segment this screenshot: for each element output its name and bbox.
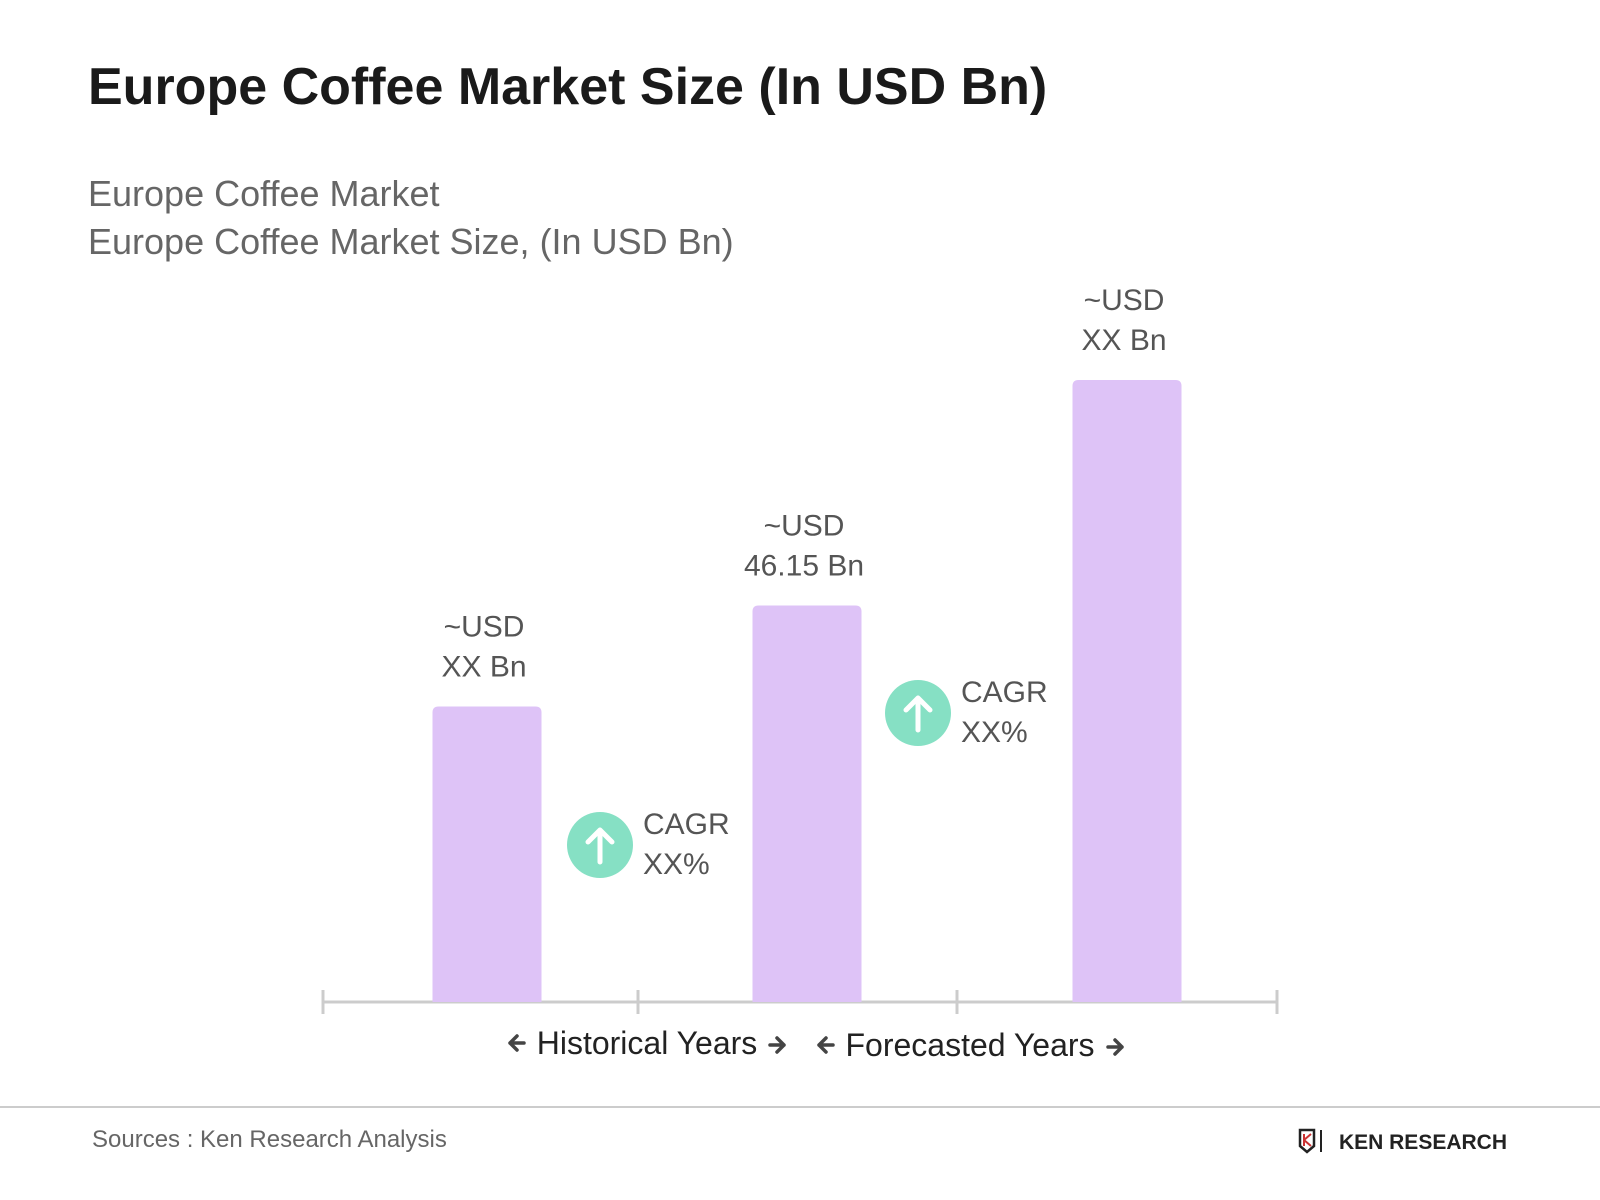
source: Sources : Ken Research Analysis [92, 1126, 447, 1153]
cagr-label: XX% [643, 848, 710, 881]
value-label: 46.15 Bn [744, 550, 864, 583]
bar [432, 706, 542, 1002]
period-label: Forecasted Years [845, 1027, 1094, 1063]
logo-icon [1298, 1128, 1316, 1154]
value-label: ~USD [764, 510, 845, 543]
brand: KEN RESEARCH [1339, 1131, 1507, 1154]
cagr-badge: CAGR XX% [567, 808, 730, 881]
subtitle: Europe Coffee Market [88, 173, 440, 214]
arrow-left [817, 1036, 835, 1054]
cagr-label: CAGR [643, 808, 730, 841]
cagr-label: XX% [961, 716, 1028, 749]
value-label: XX Bn [441, 650, 526, 683]
cagr-badge: CAGR XX% [885, 676, 1048, 749]
bar [752, 605, 862, 1002]
value-label: ~USD [1084, 284, 1165, 317]
cagr-label: CAGR [961, 676, 1048, 709]
value-label: XX Bn [1081, 324, 1166, 357]
period-arrows [508, 1034, 1124, 1056]
subtitle: Europe Coffee Market Size, (In USD Bn) [88, 221, 734, 262]
period-label: Historical Years [537, 1025, 758, 1061]
logo-mark [1303, 1133, 1312, 1147]
cagr-arrow [585, 827, 615, 865]
value-label: ~USD [444, 610, 525, 643]
chart-title: Europe Coffee Market Size (In USD Bn) [88, 58, 1047, 116]
cagr-arrow [903, 695, 933, 733]
brand-logo [1298, 1128, 1322, 1154]
arrow-right [1106, 1038, 1124, 1056]
bar [1072, 380, 1182, 1002]
arrow-left [508, 1034, 526, 1052]
arrow-right [768, 1036, 786, 1054]
